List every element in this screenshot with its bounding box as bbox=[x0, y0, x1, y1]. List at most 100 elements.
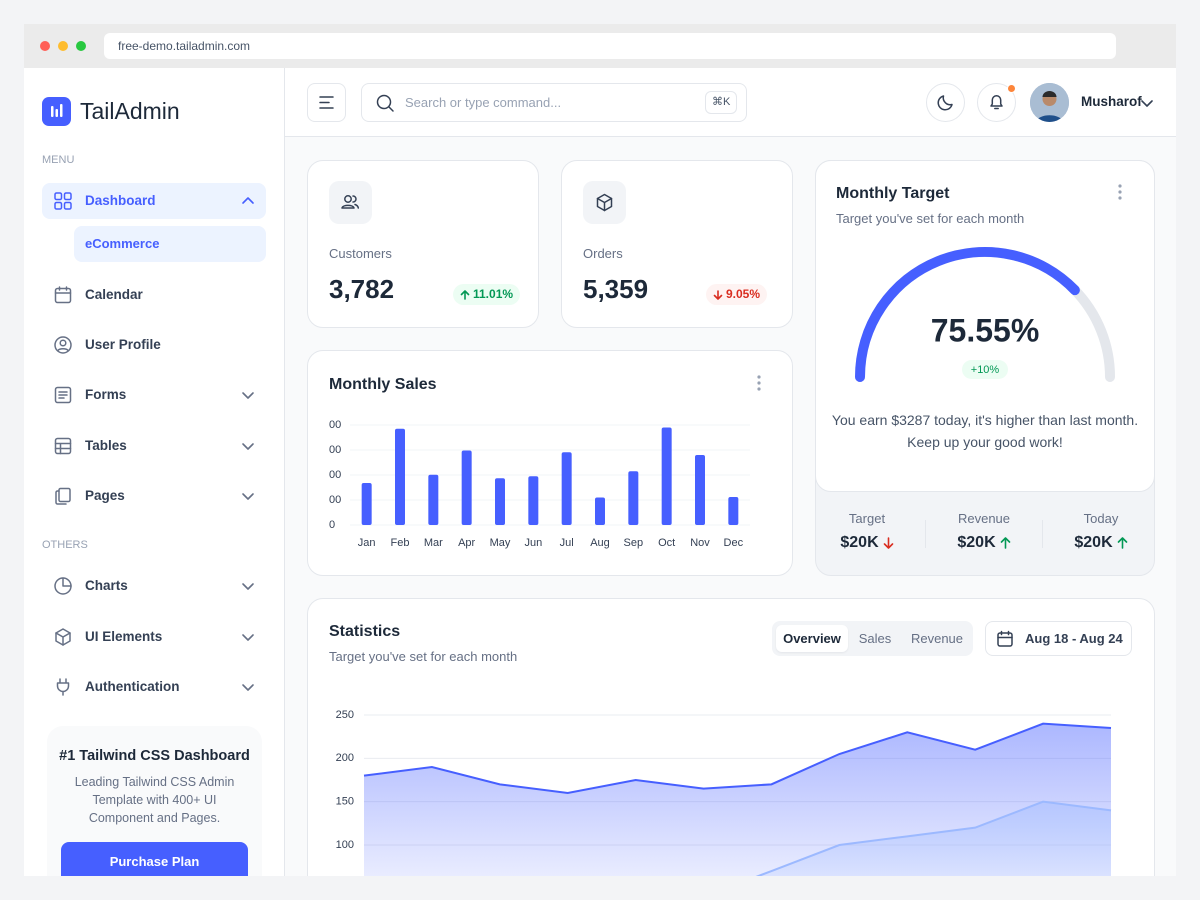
gauge-badge bbox=[962, 360, 1008, 379]
summary-amount: $20K bbox=[957, 534, 996, 551]
y-tick-label: 00 bbox=[329, 419, 341, 431]
bar bbox=[461, 450, 472, 525]
metric-value: 5,359 bbox=[583, 274, 649, 304]
shortcut-chip: ⌘K bbox=[705, 91, 738, 114]
forms-icon bbox=[54, 386, 72, 404]
moon-icon bbox=[937, 95, 953, 111]
line bbox=[755, 800, 1112, 876]
y-tick-label: 150 bbox=[336, 796, 354, 808]
menu-label: User Profile bbox=[85, 337, 161, 352]
tab[interactable]: Revenue bbox=[910, 631, 964, 646]
gauge-value bbox=[855, 247, 1080, 382]
viewport: free-demo.tailadmin.com TailAdmin MENU D… bbox=[24, 24, 1176, 876]
summary-amount: $20K bbox=[840, 534, 879, 551]
maximize-dot[interactable] bbox=[76, 41, 86, 51]
card-title: Monthly Target bbox=[836, 185, 950, 202]
divider bbox=[925, 520, 926, 548]
y-tick-label: 0 bbox=[329, 519, 335, 531]
y-tick-label: 00 bbox=[329, 444, 341, 456]
chevron bbox=[242, 392, 254, 399]
icon-box bbox=[583, 181, 626, 224]
close-dot[interactable] bbox=[40, 41, 50, 51]
avatar[interactable] bbox=[1030, 83, 1069, 122]
chevron bbox=[242, 493, 254, 500]
y-tick-label: 250 bbox=[336, 709, 354, 721]
bar bbox=[628, 471, 639, 525]
submenu-item[interactable]: eCommerce bbox=[74, 226, 266, 262]
x-tick-label: Jul bbox=[560, 537, 574, 549]
summary-label: Today bbox=[1083, 511, 1119, 526]
plug-icon bbox=[56, 678, 70, 696]
purchase-button[interactable]: Purchase Plan bbox=[61, 842, 248, 876]
tab[interactable]: Overview bbox=[776, 625, 848, 652]
trend-arrow bbox=[713, 289, 723, 300]
trend bbox=[1117, 537, 1128, 549]
logo-icon bbox=[51, 104, 63, 117]
metric-label: Customers bbox=[329, 246, 392, 261]
summary-value: $20K bbox=[1046, 533, 1156, 553]
x-tick-label: Oct bbox=[658, 537, 675, 549]
menu-item[interactable]: User Profile bbox=[42, 327, 266, 363]
chevron bbox=[242, 443, 254, 450]
brand[interactable]: TailAdmin bbox=[80, 98, 180, 124]
x-tick-label: Sep bbox=[624, 537, 644, 549]
minimize-dot[interactable] bbox=[58, 41, 68, 51]
tab[interactable]: Sales bbox=[858, 631, 892, 646]
x-tick-label: Nov bbox=[690, 537, 710, 549]
area-fill bbox=[758, 801, 1111, 876]
menu-item[interactable]: Tables bbox=[42, 428, 266, 464]
chevron bbox=[242, 583, 254, 590]
y-tick-label: 00 bbox=[329, 469, 341, 481]
menu-label: Pages bbox=[85, 488, 125, 503]
menu-item[interactable]: UI Elements bbox=[42, 619, 266, 655]
menu-label: Authentication bbox=[85, 679, 180, 694]
more-menu[interactable] bbox=[1117, 183, 1123, 201]
menu-item[interactable]: Charts bbox=[42, 568, 266, 604]
date-picker[interactable]: Aug 18 - Aug 24 bbox=[985, 621, 1132, 656]
bar bbox=[695, 455, 705, 525]
summary-label: Revenue bbox=[957, 511, 1011, 526]
header bbox=[285, 68, 1176, 137]
divider bbox=[1042, 520, 1043, 548]
menu-label: Charts bbox=[85, 578, 128, 593]
bar bbox=[361, 483, 372, 525]
summary-amount: $20K bbox=[1074, 534, 1113, 551]
search-icon bbox=[376, 94, 394, 112]
more-menu[interactable] bbox=[756, 374, 762, 392]
bar bbox=[395, 428, 405, 525]
menu-item[interactable]: Authentication bbox=[42, 669, 266, 705]
line bbox=[363, 722, 1112, 795]
x-tick-label: Jun bbox=[524, 537, 542, 549]
tab-group: Overview Sales Revenue bbox=[772, 621, 973, 656]
menu-item[interactable]: Pages bbox=[42, 478, 266, 514]
menu-item[interactable]: Dashboard bbox=[42, 183, 266, 219]
theme-toggle[interactable] bbox=[926, 83, 965, 122]
summary-value: $20K bbox=[812, 533, 922, 553]
section-label: MENU bbox=[42, 154, 75, 166]
trend-arrow bbox=[883, 537, 893, 549]
metric-change: 9.05% bbox=[726, 287, 761, 301]
card-title: Statistics bbox=[329, 623, 401, 640]
tables-icon bbox=[54, 437, 72, 455]
chevron bbox=[242, 197, 254, 204]
trend-arrow bbox=[1000, 537, 1010, 549]
card-title: Monthly Sales bbox=[329, 376, 437, 393]
promo-title: #1 Tailwind CSS Dashboard bbox=[59, 748, 250, 764]
card-subtitle: Target you've set for each month bbox=[329, 649, 518, 664]
menu-item[interactable]: Forms bbox=[42, 377, 266, 413]
url-bar[interactable]: free-demo.tailadmin.com bbox=[104, 33, 1116, 59]
bar bbox=[661, 427, 672, 525]
users-icon bbox=[341, 195, 360, 209]
notification-dot bbox=[1007, 84, 1016, 93]
menu-item[interactable]: Calendar bbox=[42, 277, 266, 313]
metric-change: 11.01% bbox=[473, 287, 514, 301]
bar bbox=[595, 497, 605, 525]
sales-card bbox=[307, 350, 793, 576]
search-box[interactable]: Search or type command... ⌘K bbox=[361, 83, 747, 122]
logo-mark[interactable] bbox=[42, 97, 71, 126]
menu-label: UI Elements bbox=[85, 629, 163, 644]
x-tick-label: May bbox=[490, 537, 511, 549]
notifications[interactable] bbox=[977, 83, 1016, 122]
user-name[interactable]: Musharof bbox=[1081, 94, 1142, 109]
menu-toggle[interactable] bbox=[307, 83, 346, 122]
